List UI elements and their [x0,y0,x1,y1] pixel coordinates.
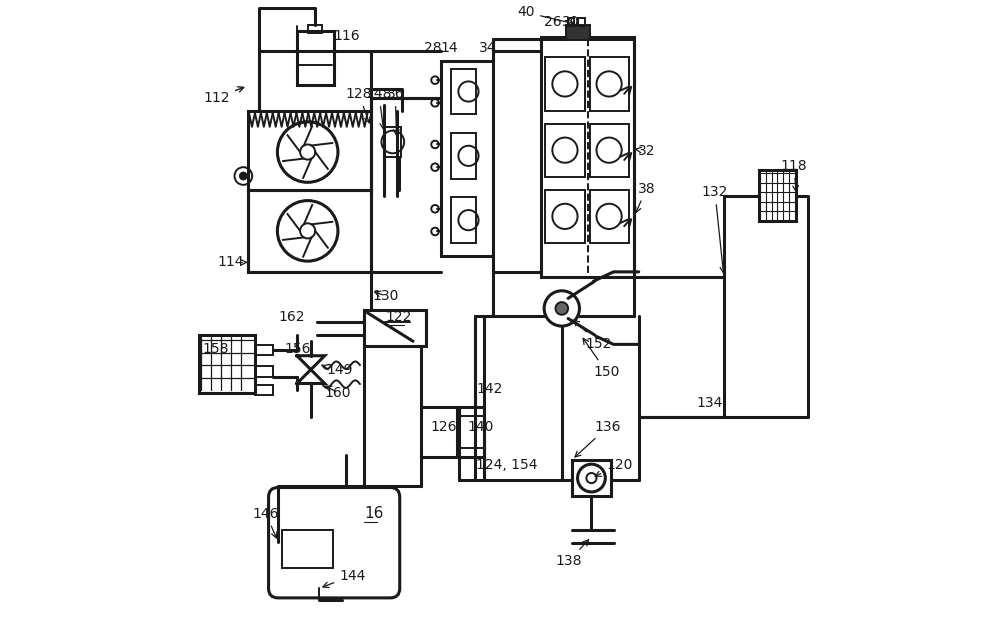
Bar [364,310,426,346]
Bar [385,127,401,157]
Text: 120: 120 [595,458,632,477]
Bar [255,367,273,377]
Bar [568,18,574,26]
Text: 138: 138 [555,540,589,568]
Text: 130: 130 [373,289,399,303]
Text: 156: 156 [284,341,311,356]
Bar [590,58,629,111]
Text: 149: 149 [323,363,353,377]
Bar [421,408,459,457]
Circle shape [239,172,248,180]
Text: 160: 160 [325,386,351,399]
Text: 146: 146 [253,507,279,538]
Text: 144: 144 [323,569,366,588]
Bar [545,124,585,177]
Text: 34: 34 [479,42,497,56]
Bar [566,25,590,40]
Text: 116: 116 [334,29,360,43]
Text: 158: 158 [202,341,229,356]
Bar [248,190,371,272]
Bar [199,335,255,393]
Text: 36: 36 [386,87,404,135]
Bar [308,25,322,33]
Bar [759,170,796,221]
Text: 126: 126 [431,420,457,434]
Bar [255,386,273,396]
Text: 16: 16 [364,506,384,521]
Text: 30: 30 [562,15,579,29]
Text: 26: 26 [544,15,562,29]
Bar [541,37,634,277]
Bar [451,133,476,178]
Bar [545,190,585,243]
Text: 118: 118 [781,159,807,191]
Text: 38: 38 [636,181,655,212]
Text: 132: 132 [702,185,728,273]
Text: 40: 40 [518,6,574,25]
Text: 124, 154: 124, 154 [476,458,538,471]
Bar [457,408,484,457]
Text: 148: 148 [366,87,392,129]
Text: 28: 28 [424,42,441,56]
Text: 128: 128 [346,87,372,123]
Bar [572,459,611,496]
Bar [255,345,273,355]
Text: 152: 152 [574,320,612,351]
Bar [282,530,333,568]
Bar [590,190,629,243]
Text: 122: 122 [385,310,412,324]
Bar [578,18,585,26]
Text: 140: 140 [467,420,494,434]
Text: 142: 142 [476,382,502,396]
Text: 162: 162 [278,310,305,324]
Bar [451,197,476,243]
Text: 136: 136 [575,420,621,457]
Bar [297,31,334,85]
Text: 150: 150 [583,338,620,379]
Text: 112: 112 [204,87,244,104]
Circle shape [555,302,568,315]
Bar [451,69,476,114]
Bar [545,58,585,111]
Text: 114: 114 [217,255,247,269]
Text: 32: 32 [635,143,655,158]
Bar [441,61,493,256]
Text: 134: 134 [697,396,723,410]
Bar [248,111,371,190]
Bar [590,124,629,177]
Text: 14: 14 [440,42,458,56]
